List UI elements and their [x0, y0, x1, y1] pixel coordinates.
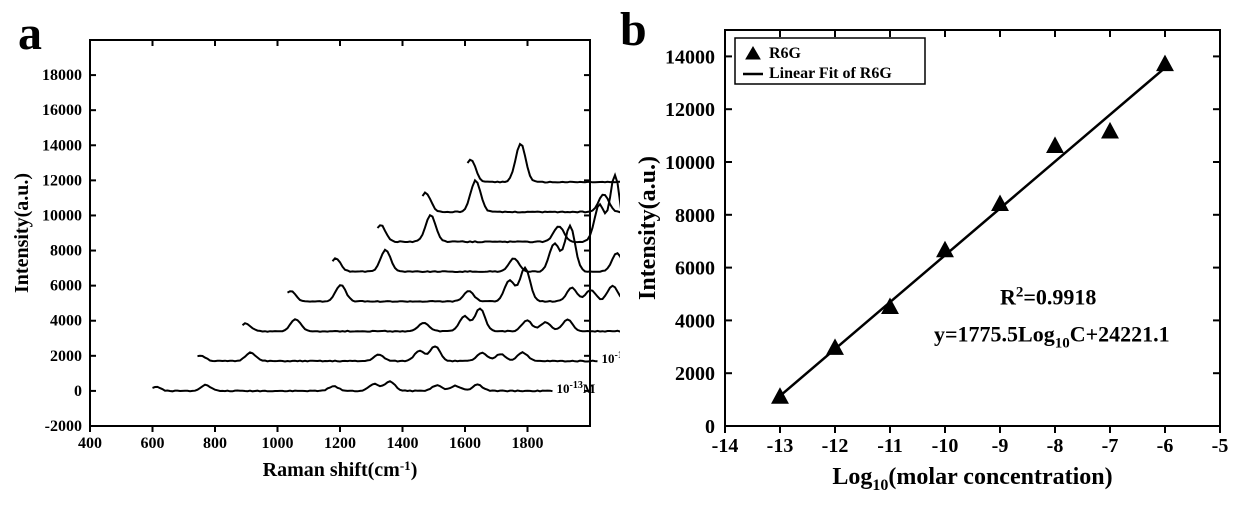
svg-text:14000: 14000 — [665, 46, 715, 68]
equation-annotation: y=1775.5Log10C+24221.1 — [934, 322, 1170, 352]
svg-text:-11: -11 — [877, 435, 903, 457]
spectrum-trace — [153, 381, 553, 391]
svg-text:Intensity(a.u.): Intensity(a.u.) — [11, 173, 33, 293]
svg-text:Log10(molar concentration): Log10(molar concentration) — [832, 464, 1112, 494]
svg-text:-13: -13 — [767, 435, 794, 457]
data-point — [1047, 137, 1063, 152]
svg-text:Intensity(a.u.): Intensity(a.u.) — [635, 156, 661, 300]
svg-text:10000: 10000 — [665, 152, 715, 174]
svg-text:-14: -14 — [712, 435, 739, 457]
svg-text:-5: -5 — [1212, 435, 1229, 457]
spectrum-trace — [333, 226, 621, 272]
trace-label: 10-13M — [557, 380, 596, 396]
data-point — [1102, 123, 1118, 138]
svg-text:-9: -9 — [992, 435, 1009, 457]
panel-b: b -14 -13 -12 -11 -10 -9 -8 -7 -6 -5 0 2000 4000 6000… — [620, 0, 1240, 506]
spectrum-trace — [288, 268, 621, 302]
svg-text:1600: 1600 — [449, 435, 481, 452]
svg-text:8000: 8000 — [675, 205, 715, 227]
svg-text:10000: 10000 — [42, 207, 82, 224]
svg-text:18000: 18000 — [42, 67, 82, 84]
svg-text:12000: 12000 — [665, 99, 715, 121]
linear-fit-chart: -14 -13 -12 -11 -10 -9 -8 -7 -6 -5 0 2000 4000 6000 80… — [620, 0, 1240, 506]
spectrum-trace — [468, 68, 621, 183]
trace-label: 10-12M — [602, 350, 621, 366]
data-point — [827, 339, 843, 354]
spectra-chart: 400 600 800 1000 1200 1400 1600 1800 -2000 0 2000 4… — [0, 0, 620, 506]
svg-text:0: 0 — [705, 416, 715, 438]
svg-text:-7: -7 — [1102, 435, 1119, 457]
r-squared-annotation: R2=0.9918 — [1000, 285, 1096, 310]
svg-text:400: 400 — [78, 435, 102, 452]
legend-label: R6G — [769, 45, 802, 62]
svg-text:1400: 1400 — [387, 435, 419, 452]
svg-text:12000: 12000 — [42, 172, 82, 189]
svg-text:800: 800 — [203, 435, 227, 452]
svg-text:600: 600 — [141, 435, 165, 452]
svg-text:1800: 1800 — [512, 435, 544, 452]
legend-label: Linear Fit of R6G — [769, 65, 892, 82]
svg-text:1000: 1000 — [262, 435, 294, 452]
svg-text:1200: 1200 — [324, 435, 356, 452]
svg-text:0: 0 — [74, 383, 82, 400]
svg-text:14000: 14000 — [42, 137, 82, 154]
panel-a-letter: a — [18, 6, 42, 61]
svg-text:-10: -10 — [932, 435, 959, 457]
spectrum-trace — [198, 347, 598, 362]
data-point — [1157, 56, 1173, 71]
svg-text:6000: 6000 — [675, 258, 715, 280]
svg-text:6000: 6000 — [50, 278, 82, 295]
spectrum-trace — [378, 175, 621, 242]
svg-text:8000: 8000 — [50, 243, 82, 260]
svg-text:16000: 16000 — [42, 102, 82, 119]
svg-text:-8: -8 — [1047, 435, 1064, 457]
svg-text:2000: 2000 — [675, 363, 715, 385]
svg-text:4000: 4000 — [675, 310, 715, 332]
svg-text:-6: -6 — [1157, 435, 1174, 457]
svg-text:2000: 2000 — [50, 348, 82, 365]
panel-b-letter: b — [620, 2, 647, 57]
panel-a: a 400 600 800 1000 1200 1400 1600 1800 -2000 0 200… — [0, 0, 620, 506]
spectrum-trace — [243, 309, 621, 332]
svg-text:-2000: -2000 — [45, 418, 82, 435]
svg-text:Raman shift(cm-1): Raman shift(cm-1) — [263, 458, 418, 481]
svg-text:4000: 4000 — [50, 313, 82, 330]
svg-text:-12: -12 — [822, 435, 849, 457]
